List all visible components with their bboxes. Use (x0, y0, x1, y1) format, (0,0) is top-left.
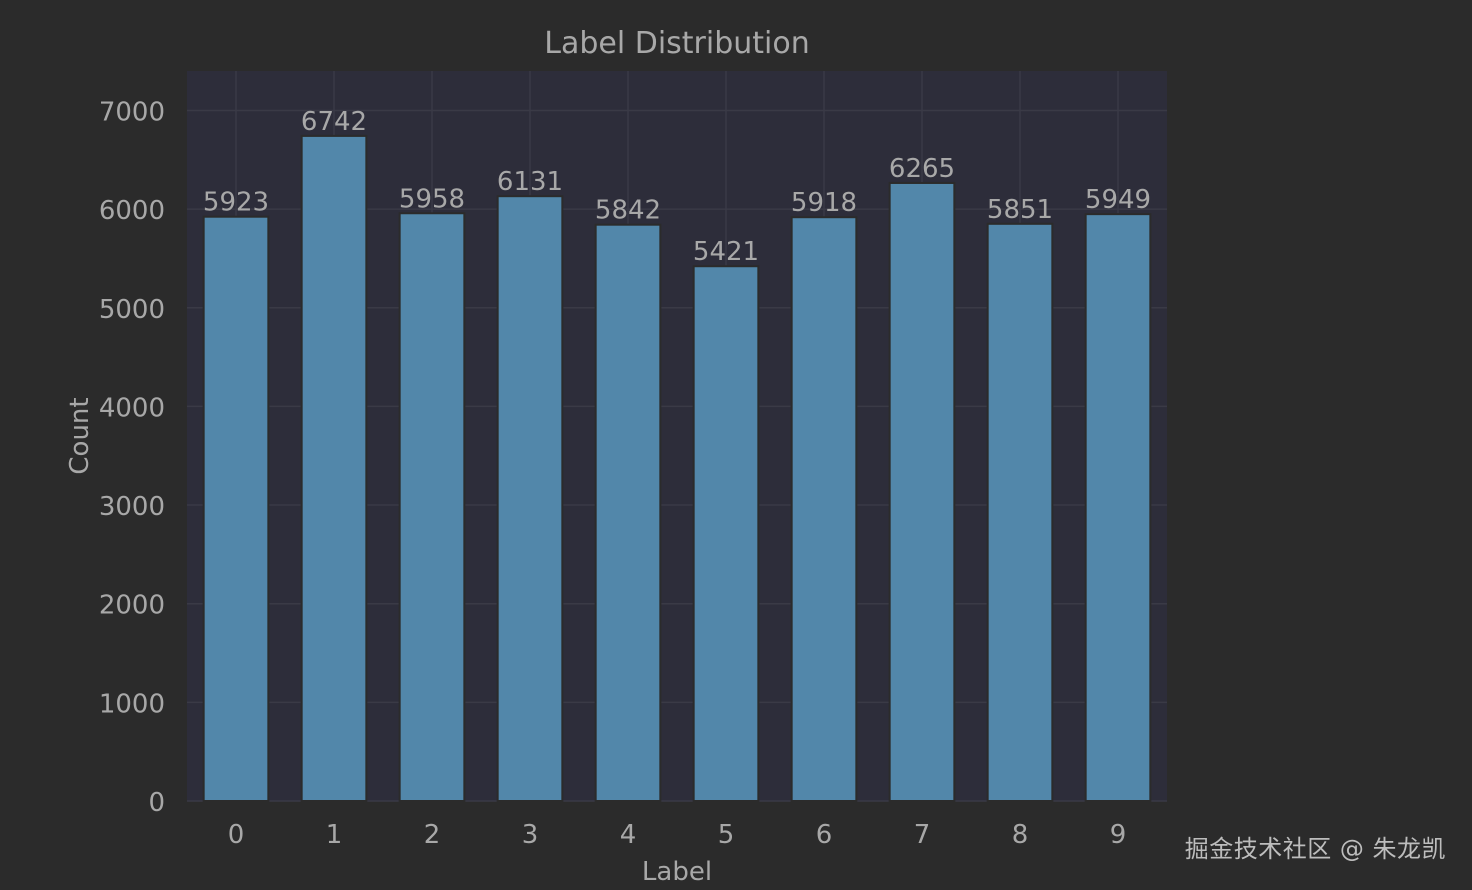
x-tick-label: 7 (914, 820, 931, 850)
bar (986, 222, 1054, 802)
x-tick-label: 1 (326, 820, 343, 850)
data-label: 6742 (301, 107, 367, 137)
bar (202, 215, 270, 803)
x-tick-label: 5 (718, 820, 735, 850)
data-label: 5923 (203, 188, 269, 218)
bar (1084, 213, 1152, 803)
data-label: 6265 (889, 154, 955, 184)
bar (888, 181, 956, 803)
x-tick-label: 6 (816, 820, 833, 850)
bar (398, 212, 466, 803)
bars (202, 134, 1152, 803)
bar (594, 223, 662, 803)
y-tick-labels: 0 1000 2000 3000 4000 5000 6000 7000 (99, 97, 165, 818)
y-tick-label: 4000 (99, 393, 165, 423)
x-tick-label: 2 (424, 820, 441, 850)
x-tick-label: 3 (522, 820, 539, 850)
x-tick-labels: 0 1 2 3 4 5 6 7 8 9 (228, 820, 1127, 850)
data-label: 5918 (791, 188, 857, 218)
data-labels: 5923 6742 5958 6131 5842 5421 5918 6265 5851 5949 (203, 107, 1151, 267)
bar (496, 195, 564, 803)
y-tick-label: 7000 (99, 97, 165, 127)
x-tick-label: 0 (228, 820, 245, 850)
data-label: 5949 (1085, 185, 1151, 215)
y-tick-label: 3000 (99, 492, 165, 522)
y-tick-label: 6000 (99, 196, 165, 226)
x-tick-label: 4 (620, 820, 637, 850)
data-label: 5842 (595, 196, 661, 226)
bar (300, 134, 368, 802)
bar (790, 216, 858, 802)
y-tick-label: 2000 (99, 591, 165, 621)
data-label: 6131 (497, 167, 563, 197)
y-tick-label: 5000 (99, 295, 165, 325)
y-tick-label: 1000 (99, 689, 165, 719)
watermark: 掘金技术社区 @ 朱龙凯 (1184, 835, 1446, 863)
data-label: 5421 (693, 237, 759, 267)
data-label: 5851 (987, 195, 1053, 225)
data-label: 5958 (399, 184, 465, 214)
y-tick-label: 0 (148, 788, 165, 818)
bar (692, 265, 760, 803)
x-axis-label: Label (642, 857, 712, 887)
y-axis-label: Count (65, 397, 95, 474)
chart-title: Label Distribution (544, 26, 810, 61)
x-tick-label: 8 (1012, 820, 1029, 850)
x-tick-label: 9 (1110, 820, 1127, 850)
